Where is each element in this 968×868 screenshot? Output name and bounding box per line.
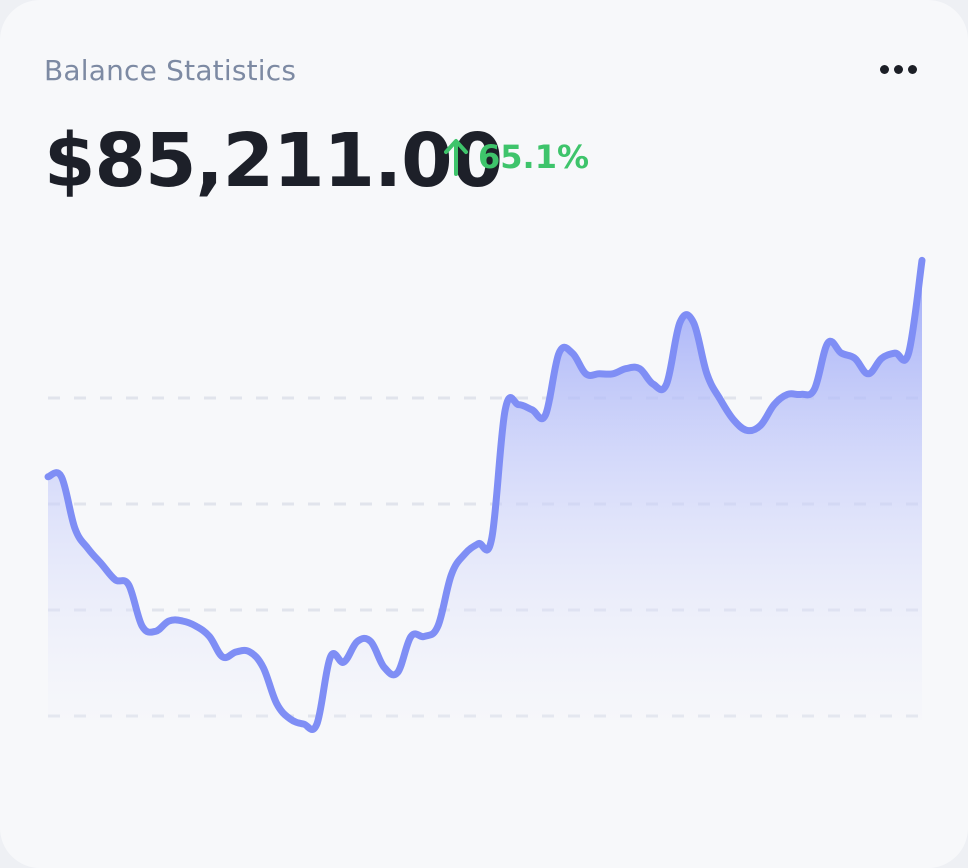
balance-amount: $85,211.00: [44, 118, 503, 204]
more-horizontal-icon[interactable]: [874, 58, 922, 80]
menu-dot: [879, 64, 889, 74]
arrow-up-icon: [444, 139, 468, 176]
menu-dot: [907, 64, 917, 74]
series-area: [48, 260, 922, 730]
series-line: [44, 256, 926, 733]
card-title: Balance Statistics: [44, 54, 297, 87]
menu-dot: [893, 64, 903, 74]
change-percent: 65.1%: [478, 138, 590, 176]
change-badge: 65.1%: [444, 138, 589, 176]
